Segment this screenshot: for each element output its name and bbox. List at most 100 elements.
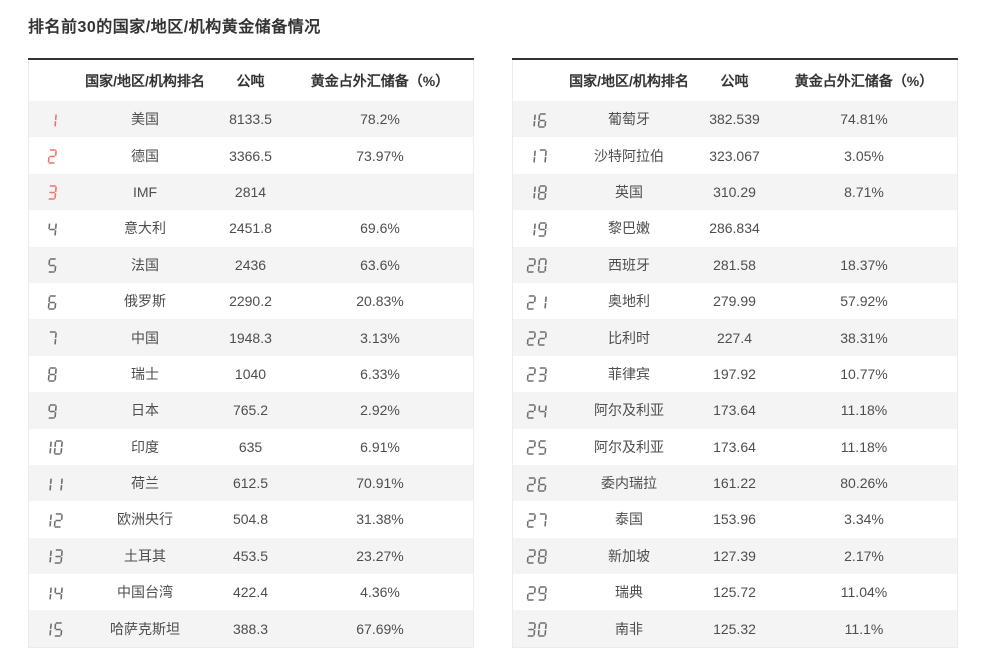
table-row: 俄罗斯 2290.2 20.83% <box>29 283 474 319</box>
rank-lcd-digits <box>526 331 547 346</box>
pct-cell: 6.91% <box>360 438 400 455</box>
rank-cell <box>512 537 560 575</box>
country-cell: 俄罗斯 <box>124 293 166 310</box>
pct-cell: 78.2% <box>287 101 474 138</box>
pct-cell: 3.34% <box>844 511 884 528</box>
rank-cell <box>28 319 76 356</box>
country-cell: 荷兰 <box>76 464 214 502</box>
pct-cell: 20.83% <box>356 293 404 310</box>
pct-cell: 8.71% <box>771 173 958 211</box>
table-row: 法国 2436 63.6% <box>28 246 474 283</box>
pct-cell: 67.69% <box>287 610 474 648</box>
country-cell: 英国 <box>560 173 698 211</box>
country-cell: 阿尔及利亚 <box>560 392 698 429</box>
rank-cell <box>512 392 560 429</box>
tons-cell: 173.64 <box>698 392 771 429</box>
rank-lcd-digits <box>526 149 547 164</box>
tons-cell: 612.5 <box>214 464 287 502</box>
rank-cell <box>28 537 76 575</box>
country-cell: 奥地利 <box>608 293 650 310</box>
tons-cell: 125.32 <box>698 610 771 648</box>
pct-column-header: 黄金占外汇储备（%） <box>771 59 958 101</box>
tons-cell: 310.29 <box>698 173 771 211</box>
header-row: 国家/地区/机构排名 公吨 黄金占外汇储备（%） <box>512 59 958 101</box>
pct-cell: 23.27% <box>287 537 474 575</box>
country-cell: 土耳其 <box>76 537 214 575</box>
tons-cell: 323.067 <box>709 147 760 164</box>
tons-cell: 8133.5 <box>214 101 287 138</box>
rank-lcd-digits <box>526 367 547 383</box>
table-row: 土耳其 453.5 23.27% <box>28 537 474 575</box>
table-row: 委内瑞拉 161.22 80.26% <box>512 464 958 502</box>
country-cell: 法国 <box>76 246 214 283</box>
tons-cell: 3366.5 <box>229 147 272 164</box>
rank-lcd-digits <box>42 477 63 492</box>
country-cell: 瑞典 <box>615 584 643 601</box>
tons-cell: 422.4 <box>232 584 269 601</box>
rank-lcd-digits <box>526 258 547 273</box>
table-row: 新加坡 127.39 2.17% <box>512 537 958 575</box>
pct-column-header: 黄金占外汇储备（%） <box>287 59 474 101</box>
table-row: 欧洲央行 504.8 31.38% <box>29 501 474 537</box>
rank-lcd-digits <box>47 222 57 237</box>
country-cell: 南非 <box>560 610 698 648</box>
rank-cell <box>513 210 561 246</box>
rank-lcd-digits <box>47 367 57 383</box>
table-row: 瑞典 125.72 11.04% <box>513 574 958 610</box>
rank-cell <box>513 137 561 173</box>
pct-cell: 69.6% <box>360 220 400 237</box>
table-row: 德国 3366.5 73.97% <box>29 137 474 173</box>
tons-column-header: 公吨 <box>214 59 287 101</box>
tons-cell: 1948.3 <box>214 319 287 356</box>
rank-lcd-digits <box>42 440 63 455</box>
table-row: 沙特阿拉伯 323.067 3.05% <box>513 137 958 173</box>
rank-cell <box>29 356 77 392</box>
table-row: 泰国 153.96 3.34% <box>513 501 958 537</box>
pct-cell: 3.13% <box>287 319 474 356</box>
rank-lcd-digits <box>526 403 547 419</box>
country-cell: 比利时 <box>560 319 698 356</box>
rank-cell <box>512 464 560 502</box>
table-row: 奥地利 279.99 57.92% <box>513 283 958 319</box>
country-cell: 葡萄牙 <box>560 101 698 138</box>
table-row: 哈萨克斯坦 388.3 67.69% <box>28 610 474 648</box>
table-row: 中国 1948.3 3.13% <box>28 319 474 356</box>
table-row: 阿尔及利亚 173.64 11.18% <box>513 429 958 465</box>
table-row: IMF 2814 <box>28 173 474 211</box>
pct-cell: 2.17% <box>771 537 958 575</box>
country-cell: 阿尔及利亚 <box>594 438 664 455</box>
tons-cell: 2436 <box>214 246 287 283</box>
table-row: 瑞士 1040 6.33% <box>29 356 474 392</box>
country-cell: 欧洲央行 <box>117 511 173 528</box>
rank-cell <box>513 429 561 465</box>
rank-lcd-digits <box>42 513 63 528</box>
tons-cell: 453.5 <box>214 537 287 575</box>
country-cell: 哈萨克斯坦 <box>76 610 214 648</box>
pct-cell: 11.04% <box>840 584 888 601</box>
pct-cell: 18.37% <box>771 246 958 283</box>
pct-cell: 11.18% <box>771 392 958 429</box>
table-row: 西班牙 281.58 18.37% <box>512 246 958 283</box>
tons-cell: 197.92 <box>713 365 756 382</box>
tons-cell: 127.39 <box>698 537 771 575</box>
tons-cell: 765.2 <box>214 392 287 429</box>
rank-lcd-digits <box>526 585 547 601</box>
rank-lcd-digits <box>526 294 547 310</box>
tons-cell: 1040 <box>234 365 267 382</box>
page-title: 排名前30的国家/地区/机构黄金储备情况 <box>28 19 321 36</box>
tables-container: 国家/地区/机构排名 公吨 黄金占外汇储备（%） 美国 8133.5 78.2% 德国… <box>28 58 989 648</box>
pct-cell: 11.18% <box>840 438 888 455</box>
tons-cell: 161.22 <box>698 464 771 502</box>
rank-cell <box>28 610 76 648</box>
tons-cell: 153.96 <box>713 511 756 528</box>
pct-cell: 3.05% <box>844 147 884 164</box>
pct-cell: 63.6% <box>287 246 474 283</box>
rank-cell <box>28 464 76 502</box>
tons-cell: 504.8 <box>232 511 269 528</box>
pct-cell <box>771 210 958 246</box>
rank-lcd-digits <box>47 113 57 128</box>
pct-cell: 70.91% <box>287 464 474 502</box>
country-cell: 中国台湾 <box>117 584 173 601</box>
country-cell: 委内瑞拉 <box>560 464 698 502</box>
